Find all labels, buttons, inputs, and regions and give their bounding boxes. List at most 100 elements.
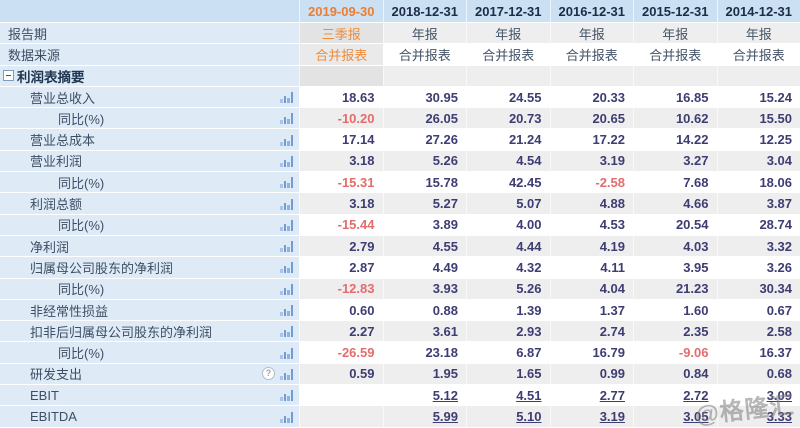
- value-link[interactable]: 3.19: [599, 409, 625, 425]
- value-link[interactable]: 5.10: [516, 409, 542, 425]
- value-cell: -15.31: [299, 172, 383, 194]
- empty-cell: [299, 65, 383, 87]
- value-text: -26.59: [337, 345, 375, 361]
- row-label: 同比(%): [58, 111, 105, 127]
- row-label: 同比(%): [58, 175, 105, 191]
- value-cell: 3.09: [716, 385, 800, 407]
- data-source-value: 合并报表: [299, 44, 383, 66]
- bar-chart-icon[interactable]: [280, 155, 293, 167]
- value-text: 5.26: [432, 153, 458, 169]
- bar-chart-icon[interactable]: [280, 283, 293, 295]
- value-text: 42.45: [508, 174, 542, 190]
- value-cell: 4.04: [549, 278, 633, 300]
- bar-chart-icon[interactable]: [280, 91, 293, 104]
- value-cell: 0.68: [716, 363, 800, 386]
- value-text: 4.19: [599, 238, 625, 254]
- value-cell: 2.35: [633, 321, 717, 343]
- value-cell: 21.24: [466, 129, 550, 151]
- value-text: 0.60: [349, 302, 375, 318]
- value-cell: 16.37: [716, 342, 800, 364]
- bar-chart-icon[interactable]: [280, 347, 293, 359]
- value-link[interactable]: 3.33: [766, 409, 792, 425]
- row-icons: [280, 155, 299, 167]
- value-cell: 18.63: [299, 86, 383, 109]
- bar-chart-icon[interactable]: [280, 134, 293, 146]
- value-cell: 15.50: [716, 108, 800, 130]
- bar-chart-icon[interactable]: [280, 304, 293, 316]
- value-cell: 4.00: [466, 214, 550, 236]
- bar-chart-icon[interactable]: [280, 389, 293, 402]
- row-icons: [280, 112, 299, 125]
- value-cell: 3.95: [633, 257, 717, 279]
- bar-chart-icon[interactable]: [280, 325, 293, 338]
- row-label-cell: 利润总额: [0, 193, 299, 215]
- bar-chart-icon[interactable]: [280, 176, 293, 189]
- value-text: 4.32: [516, 259, 542, 275]
- value-text: 0.68: [766, 366, 792, 382]
- empty-cell: [549, 65, 633, 87]
- value-cell: 16.79: [549, 342, 633, 364]
- table-row: EBITDA 5.99 5.10 3.19 3.05 3.33: [0, 406, 800, 428]
- bar-chart-icon[interactable]: [280, 368, 293, 380]
- bar-chart-icon[interactable]: [280, 261, 293, 274]
- value-cell: 3.89: [382, 214, 466, 236]
- section-row: 利润表摘要: [0, 65, 800, 87]
- value-text: 3.27: [683, 153, 709, 169]
- row-label: 同比(%): [58, 282, 105, 298]
- value-cell: 3.93: [382, 278, 466, 300]
- value-text: 1.37: [599, 302, 625, 318]
- value-cell: 20.33: [549, 86, 633, 109]
- bar-chart-icon[interactable]: [280, 198, 293, 210]
- value-link[interactable]: 5.12: [432, 387, 458, 403]
- value-text: 20.73: [508, 110, 542, 126]
- value-cell: 21.23: [633, 278, 717, 300]
- value-link[interactable]: 5.99: [432, 409, 458, 425]
- value-cell: 2.77: [549, 385, 633, 407]
- row-label: 非经常性损益: [30, 303, 109, 319]
- value-text: 5.07: [516, 196, 542, 212]
- row-label-cell: 同比(%): [0, 342, 299, 364]
- bar-chart-icon[interactable]: [280, 219, 293, 231]
- value-cell: 5.12: [382, 385, 466, 407]
- row-label: 报告期: [0, 23, 299, 45]
- value-link[interactable]: 4.51: [516, 387, 542, 403]
- value-cell: 30.34: [716, 278, 800, 300]
- bar-chart-icon[interactable]: [280, 240, 293, 253]
- row-icons: [280, 91, 299, 104]
- value-link[interactable]: 3.09: [766, 387, 792, 403]
- value-link[interactable]: 3.05: [683, 409, 709, 425]
- value-text: 18.63: [341, 89, 375, 105]
- row-label-cell: 营业总成本: [0, 129, 299, 151]
- value-text: 3.95: [683, 259, 709, 275]
- value-text: 27.26: [425, 132, 458, 148]
- column-header-date: 2016-12-31: [549, 0, 633, 23]
- value-cell: 4.66: [633, 193, 717, 215]
- table-row: 同比(%) -10.20 26.05 20.73 20.65 10.62 15.50: [0, 108, 800, 130]
- table-row: 扣非后归属母公司股东的净利润 2.27 3.61 2.93 2.74 2.35 2.58: [0, 321, 800, 343]
- value-cell: 0.88: [382, 299, 466, 322]
- section-title: 利润表摘要: [17, 69, 85, 85]
- value-text: 4.88: [599, 196, 625, 212]
- row-icons: [280, 261, 299, 274]
- value-text: 1.39: [516, 302, 542, 318]
- value-text: 4.49: [432, 259, 458, 275]
- value-text: 3.87: [766, 196, 792, 212]
- value-text: 0.59: [349, 366, 375, 382]
- value-cell: 20.65: [549, 108, 633, 130]
- bar-chart-icon[interactable]: [280, 112, 293, 125]
- value-text: 28.74: [759, 217, 792, 233]
- row-icons: [280, 411, 299, 423]
- value-cell: 6.87: [466, 342, 550, 364]
- empty-cell: [466, 65, 550, 87]
- value-text: -15.31: [337, 174, 375, 190]
- value-link[interactable]: 2.72: [683, 387, 709, 403]
- collapse-icon[interactable]: [3, 70, 14, 82]
- help-icon[interactable]: ?: [262, 367, 275, 381]
- bar-chart-icon[interactable]: [280, 411, 293, 423]
- value-cell: [299, 406, 383, 428]
- value-link[interactable]: 2.77: [599, 387, 625, 403]
- row-icons: [280, 304, 299, 316]
- value-text: 4.03: [683, 238, 709, 254]
- row-label: 同比(%): [58, 346, 105, 362]
- empty-cell: [716, 65, 800, 87]
